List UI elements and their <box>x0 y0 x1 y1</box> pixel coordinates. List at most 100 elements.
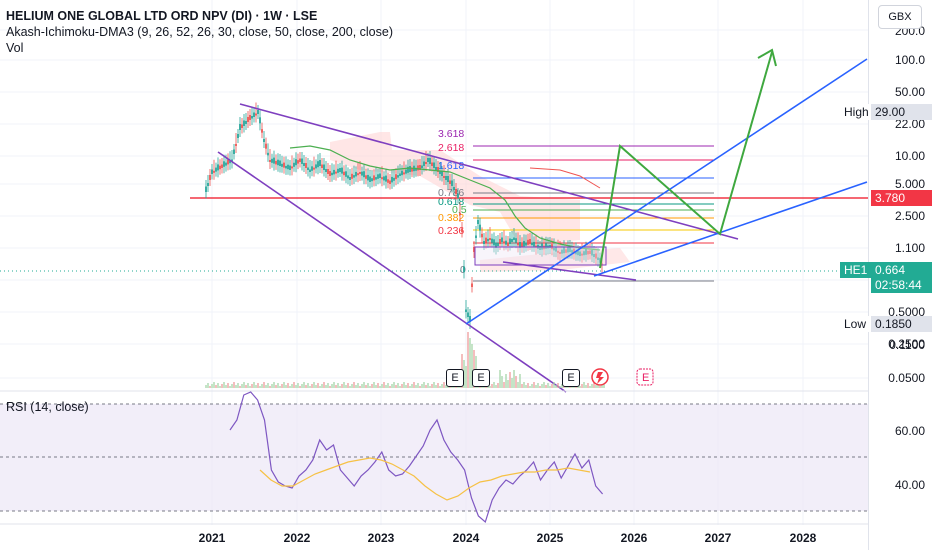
volume-bar <box>217 383 219 388</box>
price-tick: 22.00 <box>894 117 925 131</box>
volume-bar <box>305 385 307 388</box>
candle-body <box>563 247 565 254</box>
candle-body <box>451 180 453 186</box>
candle-body <box>411 168 413 172</box>
candle-body <box>387 179 389 183</box>
earnings-badge[interactable]: E <box>446 369 464 387</box>
volume-bar <box>317 383 319 388</box>
symbol-title[interactable]: HELIUM ONE GLOBAL LTD ORD NPV (DI) · 1W … <box>6 9 318 23</box>
volume-bar <box>397 383 399 388</box>
candle-body <box>277 159 279 166</box>
rsi-legend[interactable]: RSI (14, close) <box>6 400 89 414</box>
candle-body <box>243 120 245 126</box>
candle-body <box>273 157 275 164</box>
volume-bar <box>235 385 237 388</box>
volume-bar <box>469 338 471 388</box>
candle-body <box>373 175 375 181</box>
candle-body <box>321 164 323 168</box>
earnings-badge[interactable]: E <box>562 369 580 387</box>
volume-bar <box>355 385 357 388</box>
candle-body <box>369 176 371 182</box>
candle-body <box>221 164 223 168</box>
volume-bar <box>603 382 605 388</box>
candle-body <box>283 162 285 168</box>
candle-body <box>427 158 429 162</box>
candle-body <box>579 251 581 256</box>
volume-bar <box>527 383 529 388</box>
candle-body <box>499 239 501 244</box>
candle-body <box>361 171 363 176</box>
earnings-badge[interactable]: E <box>472 369 490 387</box>
volume-bar <box>379 386 381 388</box>
currency-button[interactable]: GBX <box>878 5 922 29</box>
volume-bar <box>411 384 413 388</box>
volume-bar <box>225 385 227 388</box>
candle-body <box>471 283 473 287</box>
volume-bar <box>263 382 265 388</box>
volume-bar <box>401 384 403 388</box>
volume-bar <box>405 385 407 388</box>
candle-body <box>261 129 263 133</box>
candle-body <box>235 144 237 146</box>
candle-body <box>455 189 457 194</box>
volume-bar <box>547 383 549 388</box>
candle-body <box>515 238 517 243</box>
volume-bar <box>343 382 345 388</box>
volume-bar <box>497 383 499 388</box>
candle-body <box>381 177 383 180</box>
candle-body <box>365 175 367 179</box>
volume-bar <box>229 386 231 388</box>
volume-bar <box>221 384 223 388</box>
volume-bar <box>373 382 375 388</box>
year-label: 2024 <box>452 531 480 545</box>
candle-body <box>253 112 255 117</box>
volume-bar <box>219 386 221 388</box>
volume-bar <box>239 386 241 388</box>
volume-bar <box>529 386 531 388</box>
candle-body <box>405 169 407 174</box>
year-label: 2022 <box>283 531 311 545</box>
volume-bar <box>299 386 301 388</box>
volume-bar <box>265 385 267 388</box>
volume-bar <box>555 385 557 388</box>
candle-body <box>287 164 289 170</box>
last-price-tag: 0.664 <box>871 262 932 278</box>
price-tick: 0.0500 <box>888 371 925 385</box>
volume-bar <box>233 382 235 388</box>
candle-body <box>341 167 343 174</box>
candle-body <box>507 242 509 246</box>
candle-body <box>429 158 431 164</box>
candle-body <box>245 121 247 124</box>
candle-body <box>419 165 421 170</box>
candle-body <box>281 163 283 167</box>
tenkan-line <box>529 167 601 189</box>
volume-bar <box>539 386 541 388</box>
volume-bar <box>383 382 385 388</box>
volume-bar <box>237 383 239 388</box>
candle-body <box>367 174 369 181</box>
candle-body <box>239 124 241 130</box>
volume-bar <box>517 382 519 388</box>
volume-bar <box>423 382 425 388</box>
indicator-legend[interactable]: Akash-Ichimoku-DMA3 (9, 26, 52, 26, 30, … <box>6 25 393 39</box>
candle-body <box>425 162 427 164</box>
candle-body <box>435 167 437 170</box>
candle-body <box>331 172 333 176</box>
volume-legend[interactable]: Vol <box>6 41 24 55</box>
candle-body <box>379 173 381 178</box>
volume-bars <box>205 332 605 388</box>
volume-bar <box>209 386 211 388</box>
volume-bar <box>433 382 435 388</box>
candle-body <box>371 178 373 182</box>
candle-body <box>209 175 211 180</box>
candle-body <box>581 253 583 256</box>
candle-body <box>295 159 297 166</box>
volume-bar <box>591 384 593 388</box>
candle-body <box>213 170 215 173</box>
event-icons[interactable]: E <box>591 368 654 386</box>
fib-label: 0 <box>460 264 466 276</box>
candle-body <box>491 238 493 243</box>
volume-bar <box>303 382 305 388</box>
year-label: 2021 <box>198 531 226 545</box>
